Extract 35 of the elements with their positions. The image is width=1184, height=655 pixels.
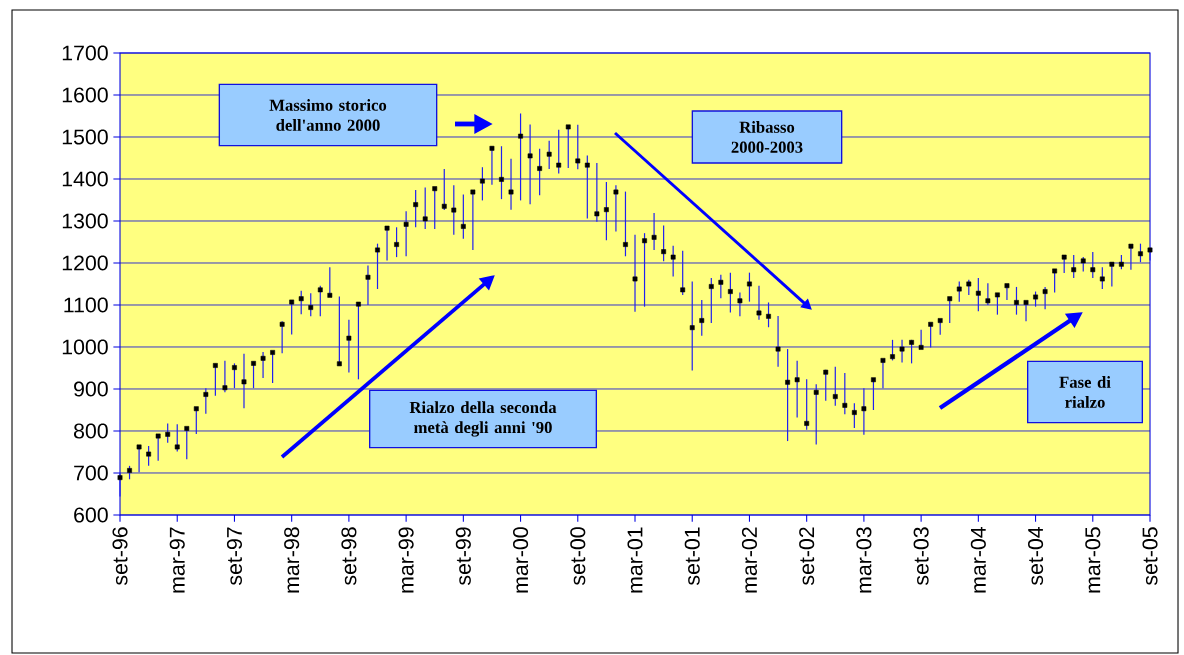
y-tick-label: 900	[74, 381, 108, 397]
x-tick-label: set-00	[570, 527, 586, 586]
x-tick-label: mar-05	[1085, 527, 1101, 593]
x-tick-label: mar-99	[398, 527, 414, 593]
x-tick-label: set-96	[112, 527, 128, 586]
x-tick-label: mar-03	[856, 527, 872, 593]
y-tick-label: 1700	[62, 45, 108, 61]
x-tick-label: set-05	[1142, 527, 1158, 586]
x-tick-label: set-98	[341, 527, 357, 586]
x-tick-label: mar-01	[627, 527, 643, 593]
y-tick-label: 1400	[62, 171, 108, 187]
x-tick-label: set-02	[799, 527, 815, 586]
annotation: Massimo storico dell'anno 2000	[269, 99, 387, 131]
x-tick-label: mar-00	[513, 527, 529, 593]
y-tick-label: 600	[74, 507, 108, 523]
y-tick-label: 1500	[62, 129, 108, 145]
x-tick-label: set-04	[1028, 527, 1044, 586]
y-tick-label: 800	[74, 423, 108, 439]
annotation: Rialzo della seconda metà degli anni '90	[409, 401, 557, 437]
x-tick-label: mar-04	[970, 527, 986, 593]
y-tick-label: 1300	[62, 213, 108, 229]
x-tick-label: set-97	[226, 527, 243, 586]
y-tick-label: 1600	[62, 87, 108, 103]
x-tick-label: mar-98	[284, 527, 300, 593]
x-tick-label: mar-97	[169, 527, 185, 593]
annotation: Fase di rialzo	[1059, 376, 1111, 408]
annotation: Ribasso 2000-2003	[731, 121, 803, 153]
x-tick-label: set-03	[913, 527, 929, 586]
x-tick-label: mar-02	[741, 527, 758, 593]
x-tick-label: set-01	[684, 527, 700, 586]
y-tick-label: 1100	[64, 297, 108, 313]
y-tick-label: 1000	[62, 339, 108, 355]
y-tick-label: 700	[74, 465, 108, 481]
y-tick-label: 1200	[62, 255, 108, 271]
x-tick-label: set-99	[455, 527, 471, 586]
